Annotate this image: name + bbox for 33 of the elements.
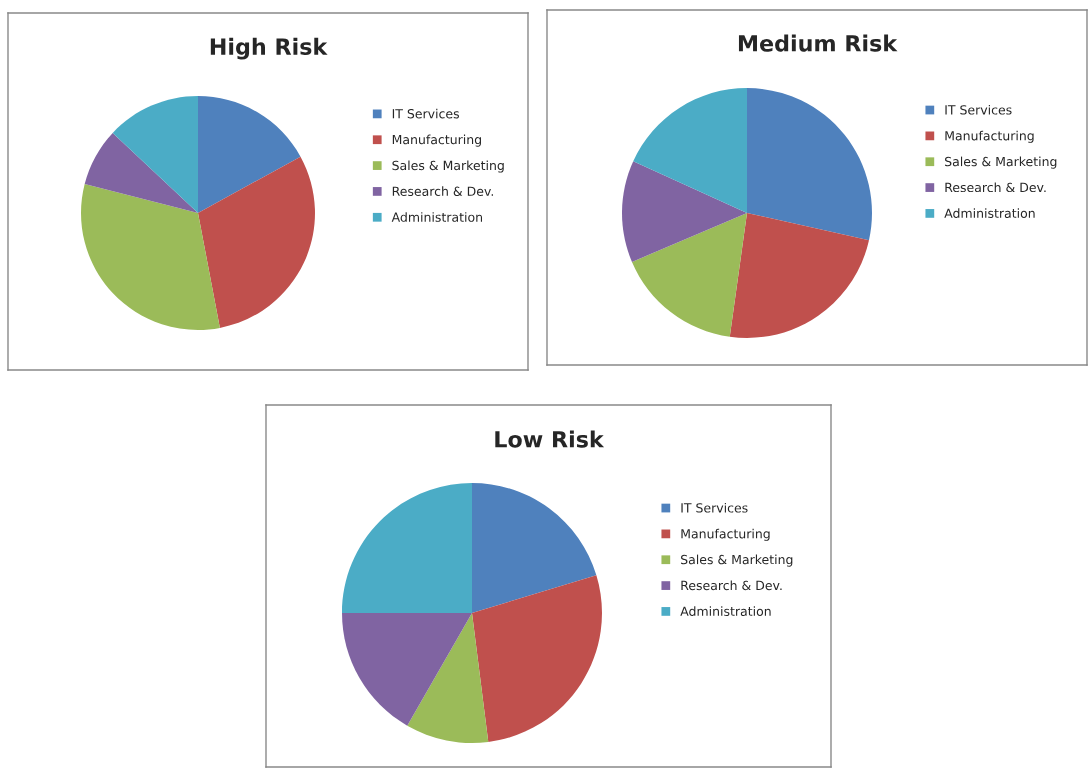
legend-label: IT Services: [392, 108, 459, 119]
legend-label: Manufacturing: [392, 134, 481, 147]
pie-slice: [112, 96, 198, 213]
pie-slice: [631, 213, 747, 337]
legend-label: Sales & Marketing: [392, 160, 504, 173]
legend-label: Sales & Marketing: [945, 156, 1057, 169]
pie-slice: [622, 161, 747, 262]
pie-slice: [472, 483, 597, 613]
pie-slice: [472, 575, 602, 742]
pie-slice: [84, 132, 198, 213]
chart-title: Medium Risk: [738, 34, 898, 52]
pie-slice: [342, 613, 472, 726]
chart-title: Low Risk: [495, 430, 605, 448]
legend-label: Manufacturing: [945, 130, 1034, 143]
pie-slice: [747, 88, 872, 241]
legend-label: Administration: [391, 212, 483, 222]
pie-slice: [342, 483, 472, 613]
pie-slice: [407, 613, 489, 743]
pie-slice: [81, 183, 220, 330]
legend-label: IT Services: [945, 104, 1012, 115]
pie-slice: [729, 213, 869, 338]
legend-label: Sales & Marketing: [681, 554, 793, 567]
pie-slice: [633, 88, 747, 213]
pie-slice: [198, 156, 315, 328]
legend-label: Research & Dev.: [945, 182, 1046, 193]
legend-label: Administration: [944, 208, 1035, 218]
legend-label: Manufacturing: [681, 528, 770, 541]
chart-title: High Risk: [210, 37, 328, 60]
legend-label: IT Services: [681, 502, 748, 513]
legend-label: Research & Dev.: [392, 186, 493, 196]
legend-label: Research & Dev.: [681, 580, 782, 591]
legend-label: Administration: [680, 606, 771, 616]
pie-slice: [198, 96, 301, 213]
